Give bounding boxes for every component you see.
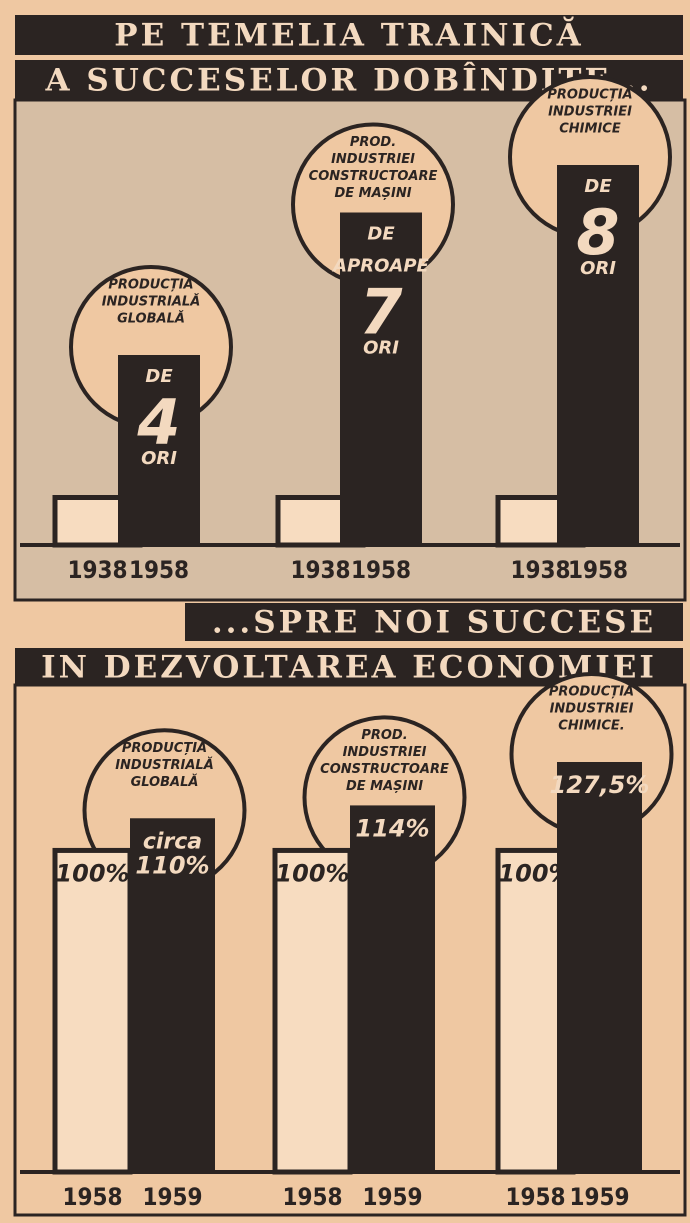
panel-label: INDUSTRIALĂ [102, 294, 201, 310]
panel-label: CONSTRUCTOARE [309, 169, 438, 184]
panel-label: GLOBALĂ [131, 774, 199, 790]
x-tick-label: 1938 [67, 556, 127, 584]
value-label: 100% [55, 859, 129, 887]
panel-label: PRODUCȚIA [547, 88, 632, 103]
x-tick-label: 1938 [510, 556, 570, 584]
bar [55, 850, 130, 1172]
x-tick-label: 1959 [142, 1183, 202, 1211]
panel-label: CHIMICE. [558, 719, 624, 734]
value-label: 114% [355, 814, 429, 842]
x-tick-label: 1958 [282, 1183, 342, 1211]
bar [350, 805, 435, 1172]
panel-label: INDUSTRIEI [331, 152, 415, 167]
value-label: 100% [275, 859, 349, 887]
panel-label: INDUSTRIEI [548, 105, 632, 120]
panel-label: GLOBALĂ [117, 311, 185, 327]
x-tick-label: 1958 [129, 556, 189, 584]
panel-label: INDUSTRIEI [343, 745, 427, 760]
panel-label: DE MAȘINI [334, 186, 411, 201]
x-tick-label: 1959 [569, 1183, 629, 1211]
x-tick-label: 1959 [362, 1183, 422, 1211]
x-tick-label: 1958 [351, 556, 411, 584]
panel-label: PRODUCȚIA [549, 685, 634, 700]
x-tick-label: 1958 [505, 1183, 565, 1211]
panel-label: CONSTRUCTOARE [320, 762, 449, 777]
x-tick-label: 1938 [290, 556, 350, 584]
panel-label: INDUSTRIALĂ [115, 757, 214, 773]
panel-label: PRODUCȚIA [122, 741, 207, 756]
value-label: 127,5% [550, 771, 650, 799]
panel-label: DE MAȘINI [346, 779, 423, 794]
poster: PE TEMELIA TRAINICĂ A SUCCESELOR DOBÎNDI… [0, 0, 690, 1223]
chart-title: ...SPRE NOI SUCCESE [212, 605, 656, 641]
bar [275, 850, 350, 1172]
panel-label: CHIMICE [559, 122, 621, 137]
x-tick-label: 1958 [568, 556, 628, 584]
panel-label: PROD. [350, 135, 396, 150]
panel-label: PROD. [361, 728, 407, 743]
chart-title: PE TEMELIA TRAINICĂ [114, 16, 583, 54]
panel-label: INDUSTRIEI [550, 702, 634, 717]
bar [557, 762, 642, 1172]
x-tick-label: 1958 [62, 1183, 122, 1211]
panel-label: PRODUCȚIA [108, 278, 193, 293]
